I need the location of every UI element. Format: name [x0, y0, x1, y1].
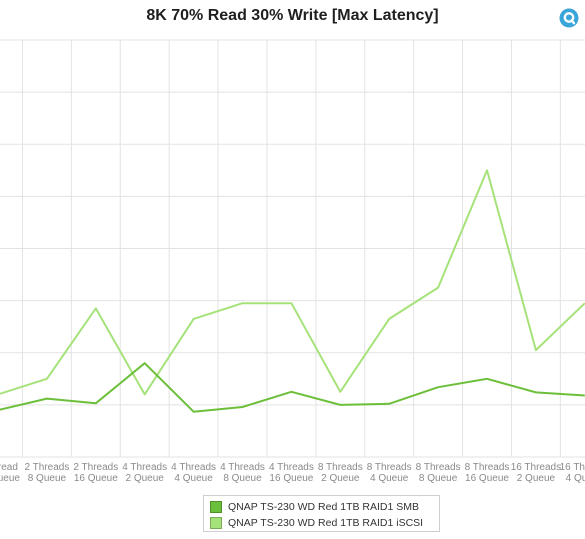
x-tick-label: 1 Thread16 Queue — [0, 462, 20, 484]
series-line-iscsi[interactable] — [0, 169, 585, 396]
legend-label-iscsi: QNAP TS-230 WD Red 1TB RAID1 iSCSI — [228, 517, 424, 529]
x-tick-label: 2 Threads 16 Queue — [73, 462, 118, 484]
series-line-smb[interactable] — [0, 362, 585, 413]
x-tick-label: 4 Threads 2 Queue — [122, 462, 167, 484]
legend-swatch-smb — [210, 501, 222, 513]
chart-series — [0, 169, 585, 413]
x-tick-label: 8 Threads 8 Queue — [416, 462, 461, 484]
x-tick-label: 8 Threads 4 Queue — [367, 462, 412, 484]
x-tick-label: 8 Threads 2 Queue — [318, 462, 363, 484]
x-tick-label: 4 Threads 16 Queue — [269, 462, 314, 484]
legend-item-iscsi[interactable]: QNAP TS-230 WD Red 1TB RAID1 iSCSI — [210, 515, 439, 531]
x-tick-label: 2 Threads 8 Queue — [24, 462, 69, 484]
x-tick-label: 8 Threads 16 Queue — [465, 462, 510, 484]
x-tick-label: 16 Threads 2 Queue — [511, 462, 561, 484]
chart-title: 8K 70% Read 30% Write [Max Latency] — [146, 7, 439, 24]
x-tick-label: 4 Threads 8 Queue — [220, 462, 265, 484]
x-tick-label: 4 Threads 4 Queue — [171, 462, 216, 484]
logo-icon — [559, 8, 579, 28]
legend-label-smb: QNAP TS-230 WD Red 1TB RAID1 SMB — [228, 501, 420, 513]
chart-legend: QNAP TS-230 WD Red 1TB RAID1 SMB QNAP TS… — [203, 495, 440, 532]
legend-item-smb[interactable]: QNAP TS-230 WD Red 1TB RAID1 SMB — [210, 499, 439, 515]
legend-swatch-iscsi — [210, 517, 222, 529]
chart-grid — [0, 39, 585, 458]
